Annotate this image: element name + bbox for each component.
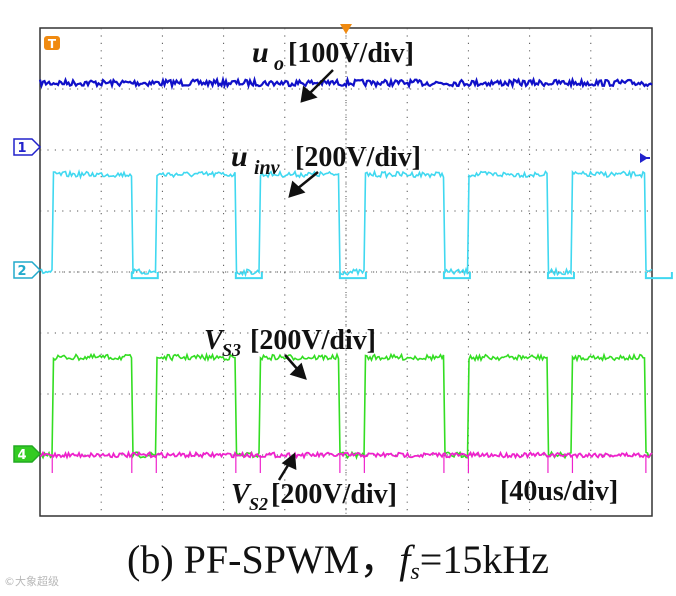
figure-caption: (b) PF-SPWM，fs=15kHz — [0, 527, 676, 586]
channel-marker-4: 4 — [13, 445, 42, 463]
trace-u-o — [38, 75, 653, 91]
channel-marker-label: 1 — [17, 141, 26, 156]
channel-markers: 1 2 4 T — [13, 24, 650, 463]
pulse-dip — [234, 272, 263, 280]
channel-marker-2: 2 — [13, 261, 42, 279]
trace-v-s2 — [39, 450, 653, 473]
pulse-dip — [442, 272, 471, 280]
trace-u-inv — [39, 168, 673, 280]
label-v-s3-main: V — [204, 325, 225, 356]
label-u-o-scale: [100V/div] — [288, 38, 414, 69]
pulse-dip — [546, 272, 575, 280]
caption-var-sub: s — [410, 559, 420, 585]
label-u-o: u o [100V/div] — [252, 36, 414, 75]
label-v-s3-scale: [200V/div] — [250, 325, 376, 356]
label-u-o-sub: o — [274, 53, 284, 75]
channel-marker-shape — [13, 261, 42, 279]
watermark: ©大象超级 — [4, 575, 59, 588]
trigger-marker: T — [44, 36, 60, 51]
channel-marker-label: 2 — [17, 264, 26, 279]
arrow-u-o — [307, 69, 334, 96]
label-v-s2: V S2 [200V/div] — [231, 479, 397, 514]
traces — [38, 75, 673, 473]
channel-marker-label: 4 — [17, 448, 26, 463]
trace-line-u-inv — [39, 168, 653, 278]
channel-marker-shape — [13, 138, 42, 156]
label-v-s2-scale: [200V/div] — [271, 479, 397, 510]
trace-line-v-s2 — [39, 450, 653, 460]
arrow-u-inv-head — [288, 180, 306, 198]
label-u-inv-main: u — [231, 140, 248, 173]
label-u-inv: u inv [200V/div] — [231, 140, 421, 179]
label-u-inv-sub: inv — [254, 157, 281, 179]
annotation-arrows — [277, 69, 334, 481]
channel-marker-1: 1 — [13, 138, 42, 156]
caption-suffix: =15kHz — [419, 537, 549, 582]
trigger-marker-label: T — [48, 37, 57, 51]
pulse-dip — [338, 272, 367, 280]
caption-var-main: f — [399, 537, 411, 582]
label-v-s3: V S3 [200V/div] — [204, 325, 376, 360]
trigger-marker-box — [44, 36, 60, 50]
label-v-s3-sub: S3 — [222, 340, 241, 360]
caption-prefix: (b) PF-SPWM， — [127, 537, 400, 582]
time-scale-label: [40us/div] — [500, 476, 618, 507]
label-u-inv-scale: [200V/div] — [295, 142, 421, 173]
pulse-dip — [130, 272, 159, 280]
arrow-v-s2-head — [281, 452, 297, 471]
label-u-o-main: u — [252, 36, 269, 69]
channel-marker-shape — [13, 445, 42, 463]
arrow-u-o-head — [300, 85, 318, 103]
label-v-s2-sub: S2 — [249, 494, 268, 514]
trace-line-u-o — [38, 75, 653, 91]
arrow-u-inv — [296, 171, 319, 190]
oscilloscope-plot: 1 2 4 T u o [100V/div] u inv [200V/div] V S… — [13, 24, 673, 517]
label-v-s2-main: V — [231, 479, 252, 510]
arrow-v-s3-head — [289, 362, 307, 380]
pulse-dip — [644, 272, 673, 280]
trigger-position-marker — [340, 24, 352, 34]
